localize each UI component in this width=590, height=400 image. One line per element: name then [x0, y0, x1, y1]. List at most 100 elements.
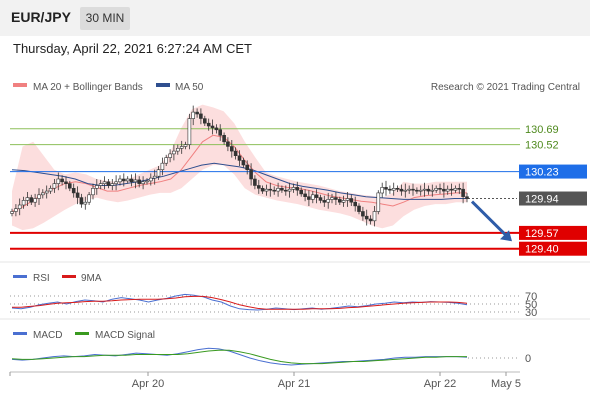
candle-body: [280, 188, 284, 191]
candle-body: [17, 204, 22, 210]
candle-body: [426, 188, 431, 192]
candle-body: [307, 196, 311, 200]
candle-body: [141, 181, 145, 185]
candle-body: [68, 183, 72, 189]
candle-body: [364, 215, 369, 220]
rsi-legend-swatch: [13, 275, 27, 278]
candle-body: [434, 188, 439, 191]
level-label-box: [519, 225, 587, 240]
level-label: 129.40: [525, 244, 559, 256]
candle-body: [268, 188, 273, 191]
candle-body: [388, 188, 392, 191]
level-label-box: [519, 164, 587, 179]
candle-body: [303, 193, 307, 197]
candle-body: [249, 169, 253, 180]
rsi-ma-legend-label: 9MA: [81, 273, 102, 284]
candle-body: [357, 205, 361, 212]
candle-body: [48, 188, 53, 192]
candle-body: [106, 181, 111, 186]
candle-body: [330, 197, 334, 200]
candle-body: [129, 178, 134, 183]
candle-body: [322, 200, 327, 203]
level-label: 129.57: [525, 228, 559, 240]
top-bar: EUR/JPY 30 MIN: [0, 0, 590, 36]
candle-body: [152, 175, 157, 179]
ma50-legend-label: MA 50: [175, 82, 204, 93]
candle-body: [98, 183, 103, 186]
candle-body: [241, 160, 246, 166]
candle-body: [457, 188, 462, 190]
symbol-label: EUR/JPY: [11, 9, 71, 25]
candle-body: [75, 192, 80, 198]
candle-body: [276, 188, 280, 192]
candle-body: [160, 162, 165, 170]
candle-body: [64, 181, 68, 185]
candle-body: [237, 155, 242, 161]
candle-body: [349, 198, 354, 203]
candle-body: [272, 189, 277, 192]
timeframe-button[interactable]: 30 MIN: [80, 7, 130, 30]
candle-body: [372, 211, 377, 222]
ma50-legend-swatch: [156, 83, 170, 87]
candle-body: [172, 150, 176, 155]
candle-body: [287, 188, 292, 192]
candle-body: [310, 194, 315, 200]
candle-body: [438, 188, 442, 190]
macd-signal-line: [11, 349, 467, 365]
candle-body: [114, 181, 118, 185]
candle-body: [29, 197, 34, 203]
candle-body: [283, 189, 288, 192]
candle-body: [418, 189, 423, 192]
candle-body: [79, 197, 84, 205]
candle-body: [122, 178, 126, 182]
candle-body: [195, 111, 199, 115]
level-label-box: [519, 241, 587, 256]
x-tick-label: Apr 21: [278, 378, 310, 390]
ma20-legend-swatch: [13, 83, 27, 87]
candle-body: [191, 111, 195, 119]
candle-body: [391, 188, 396, 191]
candle-body: [91, 188, 95, 196]
candle-body: [145, 180, 149, 183]
candle-body: [210, 125, 215, 129]
candle-body: [187, 118, 192, 145]
candle-body: [110, 183, 115, 186]
price-panel: 130.69 130.52 130.23 129.94 129.57 129.40: [10, 104, 587, 256]
macd-signal-legend-label: MACD Signal: [95, 330, 155, 341]
candle-body: [56, 178, 61, 184]
candle-body: [37, 194, 41, 199]
candle-body: [337, 199, 342, 203]
candle-body: [168, 153, 172, 158]
candle-body: [264, 188, 269, 192]
candle-body: [125, 178, 130, 182]
candle-body: [14, 208, 18, 212]
ma20-legend-label: MA 20 + Bollinger Bands: [33, 82, 143, 93]
candle-body: [233, 150, 238, 157]
candle-body: [203, 118, 207, 124]
candle-body: [137, 179, 141, 184]
ma50-line: [11, 162, 467, 200]
timestamp: Thursday, April 22, 2021 6:27:24 AM CET: [13, 41, 252, 56]
candle-body: [102, 181, 107, 185]
candle-body: [318, 197, 323, 201]
rsi-tick-label: 50: [525, 299, 537, 311]
candle-body: [291, 187, 296, 190]
candle-body: [395, 188, 400, 190]
candle-body: [415, 189, 419, 192]
x-tick-label: Apr 22: [424, 378, 456, 390]
macd-line: [11, 347, 468, 366]
candle-body: [345, 198, 350, 201]
candle-body: [95, 185, 99, 189]
candle-body: [44, 190, 49, 194]
level-label: 130.52: [525, 140, 559, 152]
candle-body: [384, 187, 388, 190]
macd-panel: 0: [11, 347, 531, 366]
candle-body: [199, 113, 203, 119]
x-tick-label: May 5: [491, 378, 521, 390]
candle-body: [118, 178, 122, 183]
rsi-legend-label: RSI: [33, 273, 50, 284]
candle-body: [71, 188, 76, 194]
candle-body: [245, 164, 249, 171]
